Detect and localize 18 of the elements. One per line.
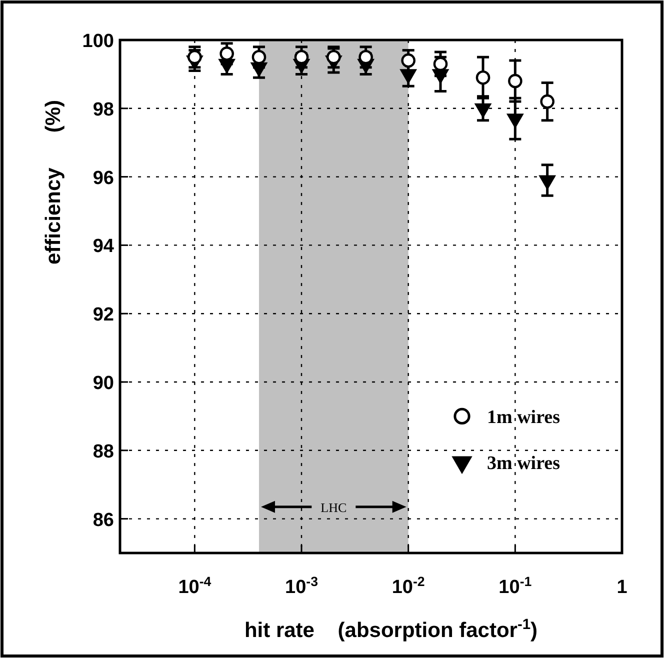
x-tick-label: 10$^{-4}$ [178, 574, 212, 598]
y-tick-label: 88 [92, 441, 114, 462]
band-label: LHC [320, 500, 347, 515]
y-tick-label: 86 [92, 510, 114, 531]
y-tick-label: 92 [92, 304, 114, 326]
y-tick-label: 100 [82, 31, 114, 52]
y-tick-label: 98 [92, 99, 114, 120]
x-axis-title: hit rate (absorption factor$^{-1}$) [244, 617, 538, 642]
x-tick-label: 10$^{-2}$ [392, 574, 425, 598]
y-tick-label: 94 [92, 236, 114, 258]
y-tick-label: 90 [92, 373, 114, 394]
x-tick-label: 1 [616, 577, 628, 598]
x-tick-label: 10$^{-1}$ [498, 574, 532, 598]
legend-label: 1m wires [487, 407, 560, 428]
legend-label: 3m wires [487, 453, 560, 474]
y-axis-title: efficiency (%) [42, 100, 65, 265]
x-tick-label: 10$^{-3}$ [285, 574, 318, 598]
y-tick-label: 96 [92, 168, 114, 189]
